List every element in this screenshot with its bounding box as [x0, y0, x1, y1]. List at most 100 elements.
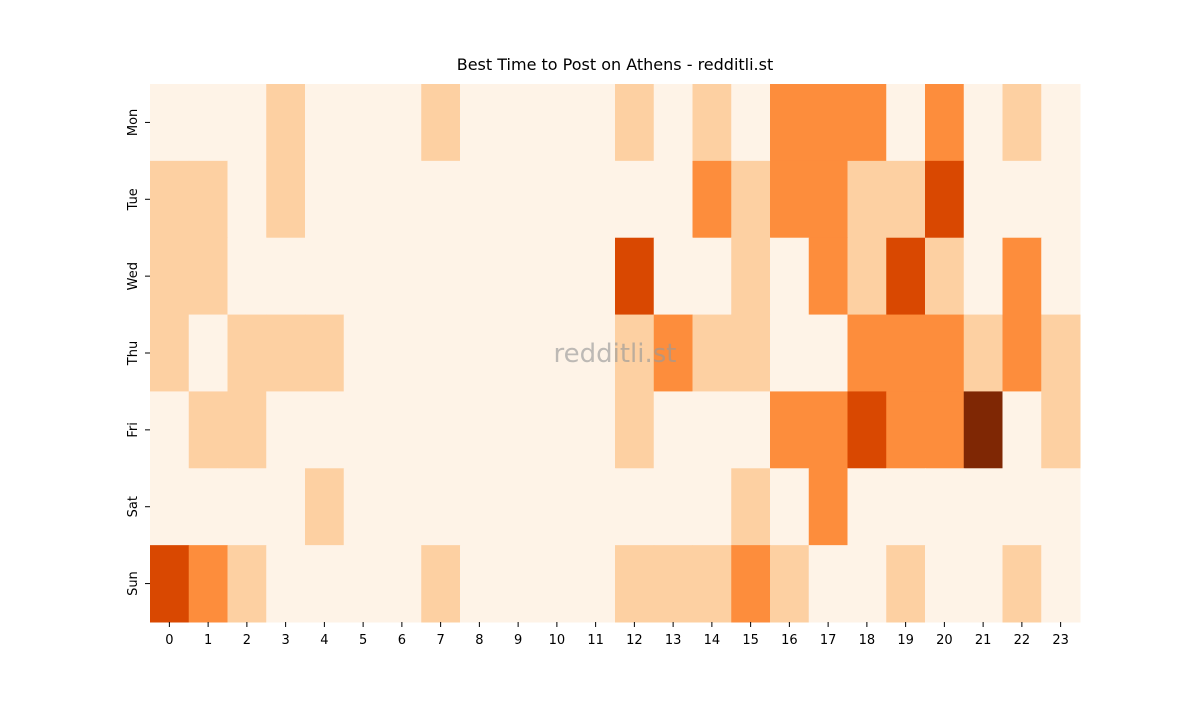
heat-cell [343, 160, 383, 239]
heat-cell [150, 391, 190, 469]
heat-cell [770, 545, 810, 623]
x-tick-label: 12 [626, 633, 643, 648]
heat-cell [498, 237, 538, 316]
heat-cell [188, 160, 228, 239]
heat-cell [847, 468, 887, 546]
heat-cell [421, 468, 461, 546]
heat-cell [1002, 468, 1042, 546]
heat-cell [460, 160, 500, 239]
heat-cell [731, 391, 771, 469]
x-tick-label: 16 [781, 633, 798, 648]
heat-cell [150, 314, 190, 392]
heat-cell [576, 391, 616, 469]
heat-cell [266, 468, 306, 546]
heat-cell [382, 84, 422, 162]
y-tick-label: Fri [126, 422, 141, 438]
heat-cell [692, 237, 732, 316]
heat-cell [615, 160, 655, 239]
heat-cell [382, 237, 422, 316]
heat-cell [150, 160, 190, 239]
heat-cell [305, 314, 345, 392]
heat-cell [1041, 160, 1081, 239]
heat-cell [770, 468, 810, 546]
heat-cell [537, 391, 577, 469]
heat-cell [692, 468, 732, 546]
heat-cell [421, 314, 461, 392]
heat-cell [963, 160, 1003, 239]
heat-cell [692, 545, 732, 623]
heat-cell [1041, 391, 1081, 469]
heat-cell [808, 545, 848, 623]
heat-cell [886, 84, 926, 162]
heat-cell [343, 545, 383, 623]
heat-cell [963, 545, 1003, 623]
heat-cell [266, 160, 306, 239]
heat-cell [731, 84, 771, 162]
x-tick-label: 8 [475, 633, 483, 648]
heat-cell [1002, 84, 1042, 162]
heat-cell [770, 391, 810, 469]
heat-cell [498, 391, 538, 469]
heat-cell [305, 160, 345, 239]
heat-cell [576, 84, 616, 162]
heat-cell [343, 237, 383, 316]
x-tick-label: 23 [1052, 633, 1069, 648]
heat-cell [653, 545, 693, 623]
heat-cell [382, 468, 422, 546]
heat-cell [537, 84, 577, 162]
x-tick-label: 6 [398, 633, 406, 648]
heat-cell [382, 314, 422, 392]
heat-cell [343, 391, 383, 469]
heat-cell [925, 84, 965, 162]
heat-cell [653, 468, 693, 546]
x-tick-label: 13 [665, 633, 682, 648]
heat-cell [421, 84, 461, 162]
x-tick-label: 4 [320, 633, 328, 648]
x-tick-label: 10 [549, 633, 566, 648]
heat-cell [653, 314, 693, 392]
heat-cell [1041, 237, 1081, 316]
heat-cell [227, 237, 267, 316]
x-tick-label: 19 [897, 633, 914, 648]
heat-cell [692, 314, 732, 392]
heat-cell [343, 84, 383, 162]
heat-cell [460, 314, 500, 392]
heat-cell [460, 545, 500, 623]
heat-cell [305, 545, 345, 623]
heat-cell [266, 237, 306, 316]
heat-cell [227, 391, 267, 469]
heat-cell [266, 391, 306, 469]
heat-cell [1002, 545, 1042, 623]
y-tick-label: Wed [126, 262, 141, 290]
heat-cell [150, 545, 190, 623]
heat-cell [615, 391, 655, 469]
heat-cell [460, 468, 500, 546]
heat-cell [537, 237, 577, 316]
heat-cell [731, 237, 771, 316]
heat-cell [382, 160, 422, 239]
heat-cell [808, 314, 848, 392]
x-tick-label: 3 [281, 633, 289, 648]
heat-cell [615, 237, 655, 316]
heat-cell [925, 391, 965, 469]
heat-cell [653, 237, 693, 316]
heat-cell [1002, 237, 1042, 316]
y-tick-label: Mon [126, 109, 141, 136]
heat-cell [305, 468, 345, 546]
heat-cell [1041, 84, 1081, 162]
heat-cell [963, 391, 1003, 469]
heat-cell [770, 84, 810, 162]
heat-cell [498, 84, 538, 162]
heat-cell [925, 468, 965, 546]
x-tick-label: 14 [704, 633, 721, 648]
heat-cell [188, 237, 228, 316]
heat-cell [382, 545, 422, 623]
heat-cell [808, 160, 848, 239]
heat-cell [847, 314, 887, 392]
heat-cell [615, 314, 655, 392]
heat-cell [305, 84, 345, 162]
heat-cell [188, 84, 228, 162]
x-tick-label: 22 [1014, 633, 1031, 648]
heat-cell [460, 391, 500, 469]
heat-cell [188, 314, 228, 392]
